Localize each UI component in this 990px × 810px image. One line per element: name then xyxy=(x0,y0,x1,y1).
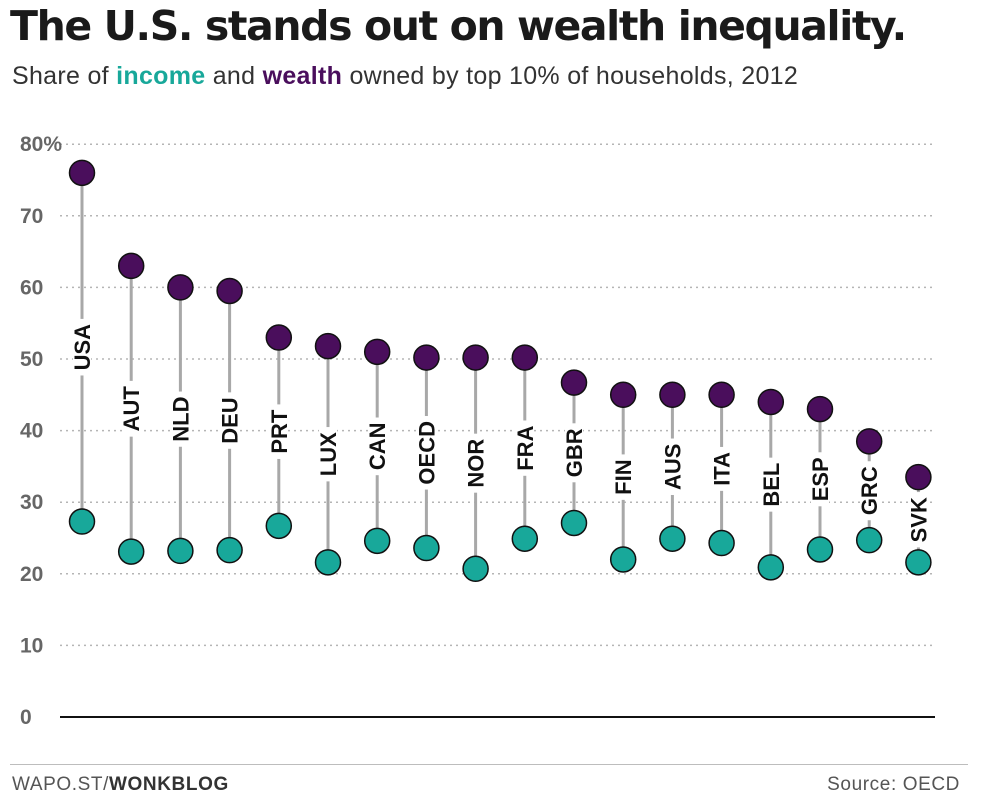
country-label-background xyxy=(761,457,780,512)
country-label: LUX xyxy=(316,432,341,476)
country-label: FRA xyxy=(513,425,538,470)
country-label-background xyxy=(712,446,731,491)
y-tick-label: 10 xyxy=(20,634,43,657)
country-label: FIN xyxy=(611,459,636,494)
country-label: USA xyxy=(70,324,95,371)
country-label-background xyxy=(122,380,141,437)
wealth-dot xyxy=(560,369,588,396)
income-dot xyxy=(413,534,440,562)
wealth-dot xyxy=(363,338,391,366)
wealth-dot xyxy=(216,277,243,305)
income-dot xyxy=(265,512,293,540)
y-tick-label: 0 xyxy=(20,706,32,729)
country-label: AUS xyxy=(660,444,685,490)
country-label: BEL xyxy=(759,463,784,507)
country-label-background xyxy=(811,452,829,507)
country-label-background xyxy=(368,417,387,476)
country-label-background xyxy=(171,391,190,447)
y-tick-label: 80% xyxy=(20,133,62,156)
income-dot xyxy=(855,526,883,554)
y-tick-label: 60 xyxy=(20,276,43,299)
country-label: ITA xyxy=(710,452,735,486)
wealth-dot xyxy=(757,388,785,416)
income-dot xyxy=(167,537,194,565)
wealth-dot xyxy=(659,381,686,409)
y-tick-label: 40 xyxy=(20,420,43,443)
income-dot xyxy=(806,536,834,563)
country-label-background xyxy=(269,404,288,459)
country-label: NOR xyxy=(464,439,489,488)
wealth-dot xyxy=(265,324,293,351)
footer-divider xyxy=(10,764,968,765)
wealth-dot xyxy=(68,159,96,187)
income-dot xyxy=(708,529,735,557)
country-label-background xyxy=(319,427,337,482)
chart-area: 80% 70 60 50 40 30 20 10 0 USA AUT NLD DEU PRT LUX CAN O… xyxy=(0,110,990,760)
country-label: ESP xyxy=(808,457,833,501)
country-label-background xyxy=(565,423,583,483)
income-dot xyxy=(511,525,539,552)
wealth-dot xyxy=(511,344,539,371)
footer-source: Source: OECD xyxy=(827,774,960,795)
y-tick-label: 70 xyxy=(20,205,43,228)
chart-title: The U.S. stands out on wealth inequality… xyxy=(10,2,907,50)
income-dot xyxy=(609,546,637,573)
income-dot xyxy=(117,538,145,565)
country-label-background xyxy=(220,392,239,449)
y-tick-label: 50 xyxy=(20,348,43,371)
country-label: DEU xyxy=(218,397,243,443)
subtitle-middle: and xyxy=(205,62,263,90)
country-label-background xyxy=(466,433,485,493)
country-label: PRT xyxy=(267,409,292,454)
subtitle-income-highlight: income xyxy=(116,62,206,90)
country-label: AUT xyxy=(119,386,144,432)
income-dot xyxy=(363,527,391,555)
income-dot xyxy=(68,508,96,535)
country-label-background xyxy=(614,454,633,500)
income-dot xyxy=(659,525,686,552)
y-tick-label: 20 xyxy=(20,563,43,586)
wealth-dot xyxy=(708,381,735,409)
wealth-dot xyxy=(117,252,145,280)
subtitle-wealth-highlight: wealth xyxy=(262,62,343,90)
country-label-background xyxy=(515,420,534,476)
country-label: GRC xyxy=(857,466,882,515)
income-dot xyxy=(560,509,588,537)
country-label: NLD xyxy=(168,397,193,442)
country-label: GBR xyxy=(562,428,587,477)
wealth-dot xyxy=(314,332,342,360)
subtitle-prefix: Share of xyxy=(12,62,117,90)
income-dot xyxy=(905,549,932,576)
wealth-dot xyxy=(413,344,440,371)
y-tick-label: 30 xyxy=(20,491,43,514)
wealth-dot xyxy=(609,381,637,409)
footer-brand-prefix: WAPO.ST/ xyxy=(12,774,109,795)
wealth-dot xyxy=(855,428,883,455)
dot-plot: 80% 70 60 50 40 30 20 10 0 USA AUT NLD DEU PRT LUX CAN O… xyxy=(20,133,935,729)
footer-brand: WAPO.ST/WONKBLOG xyxy=(12,774,229,796)
income-dot xyxy=(462,555,489,583)
country-label-background xyxy=(663,438,682,495)
footer-brand-bold: WONKBLOG xyxy=(109,774,229,795)
country-label: OECD xyxy=(414,421,439,485)
wealth-dot xyxy=(905,463,932,491)
country-label: CAN xyxy=(365,423,390,471)
wealth-dot xyxy=(167,274,194,301)
income-dot xyxy=(216,536,243,564)
country-label-background xyxy=(860,461,879,521)
country-label: SVK xyxy=(906,497,931,542)
income-dot xyxy=(314,549,342,576)
country-label-background xyxy=(73,318,91,376)
wealth-dot xyxy=(462,344,489,371)
country-label-background xyxy=(417,416,436,490)
chart-subtitle: Share of income and wealth owned by top … xyxy=(12,62,798,91)
subtitle-suffix: owned by top 10% of households, 2012 xyxy=(342,62,799,90)
country-label-background xyxy=(909,492,928,548)
wealth-dot xyxy=(806,395,834,423)
income-dot xyxy=(757,554,785,581)
